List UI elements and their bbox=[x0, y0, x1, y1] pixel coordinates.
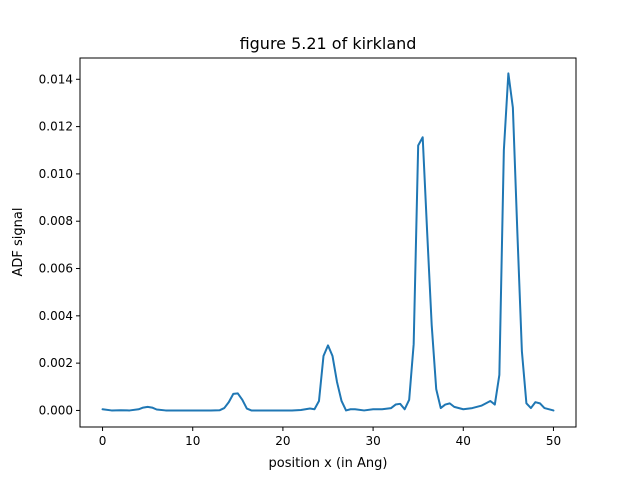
axes-ticks: 0 10 20 30 40 50 0.000 0.002 0.004 0.006 0.008 0.01… bbox=[39, 72, 561, 448]
x-tick-label: 10 bbox=[185, 434, 200, 448]
x-tick-label: 0 bbox=[99, 434, 107, 448]
y-tick-label: 0.008 bbox=[39, 214, 73, 228]
y-tick-label: 0.006 bbox=[39, 262, 73, 276]
y-tick-label: 0.002 bbox=[39, 356, 73, 370]
x-tick-label: 40 bbox=[456, 434, 471, 448]
y-tick-label: 0.004 bbox=[39, 309, 73, 323]
x-tick-label: 20 bbox=[275, 434, 290, 448]
plot-frame bbox=[79, 57, 577, 428]
y-axis-label: ADF signal bbox=[11, 208, 26, 277]
y-tick-label: 0.014 bbox=[39, 72, 73, 86]
series-line bbox=[101, 72, 555, 412]
y-tick-label: 0.000 bbox=[39, 403, 73, 417]
x-axis-label: position x (in Ang) bbox=[269, 456, 388, 471]
y-tick-label: 0.012 bbox=[39, 120, 73, 134]
x-tick-label: 30 bbox=[365, 434, 380, 448]
y-tick-label: 0.010 bbox=[39, 167, 73, 181]
x-tick-label: 50 bbox=[546, 434, 561, 448]
chart-title: figure 5.21 of kirkland bbox=[240, 34, 417, 53]
